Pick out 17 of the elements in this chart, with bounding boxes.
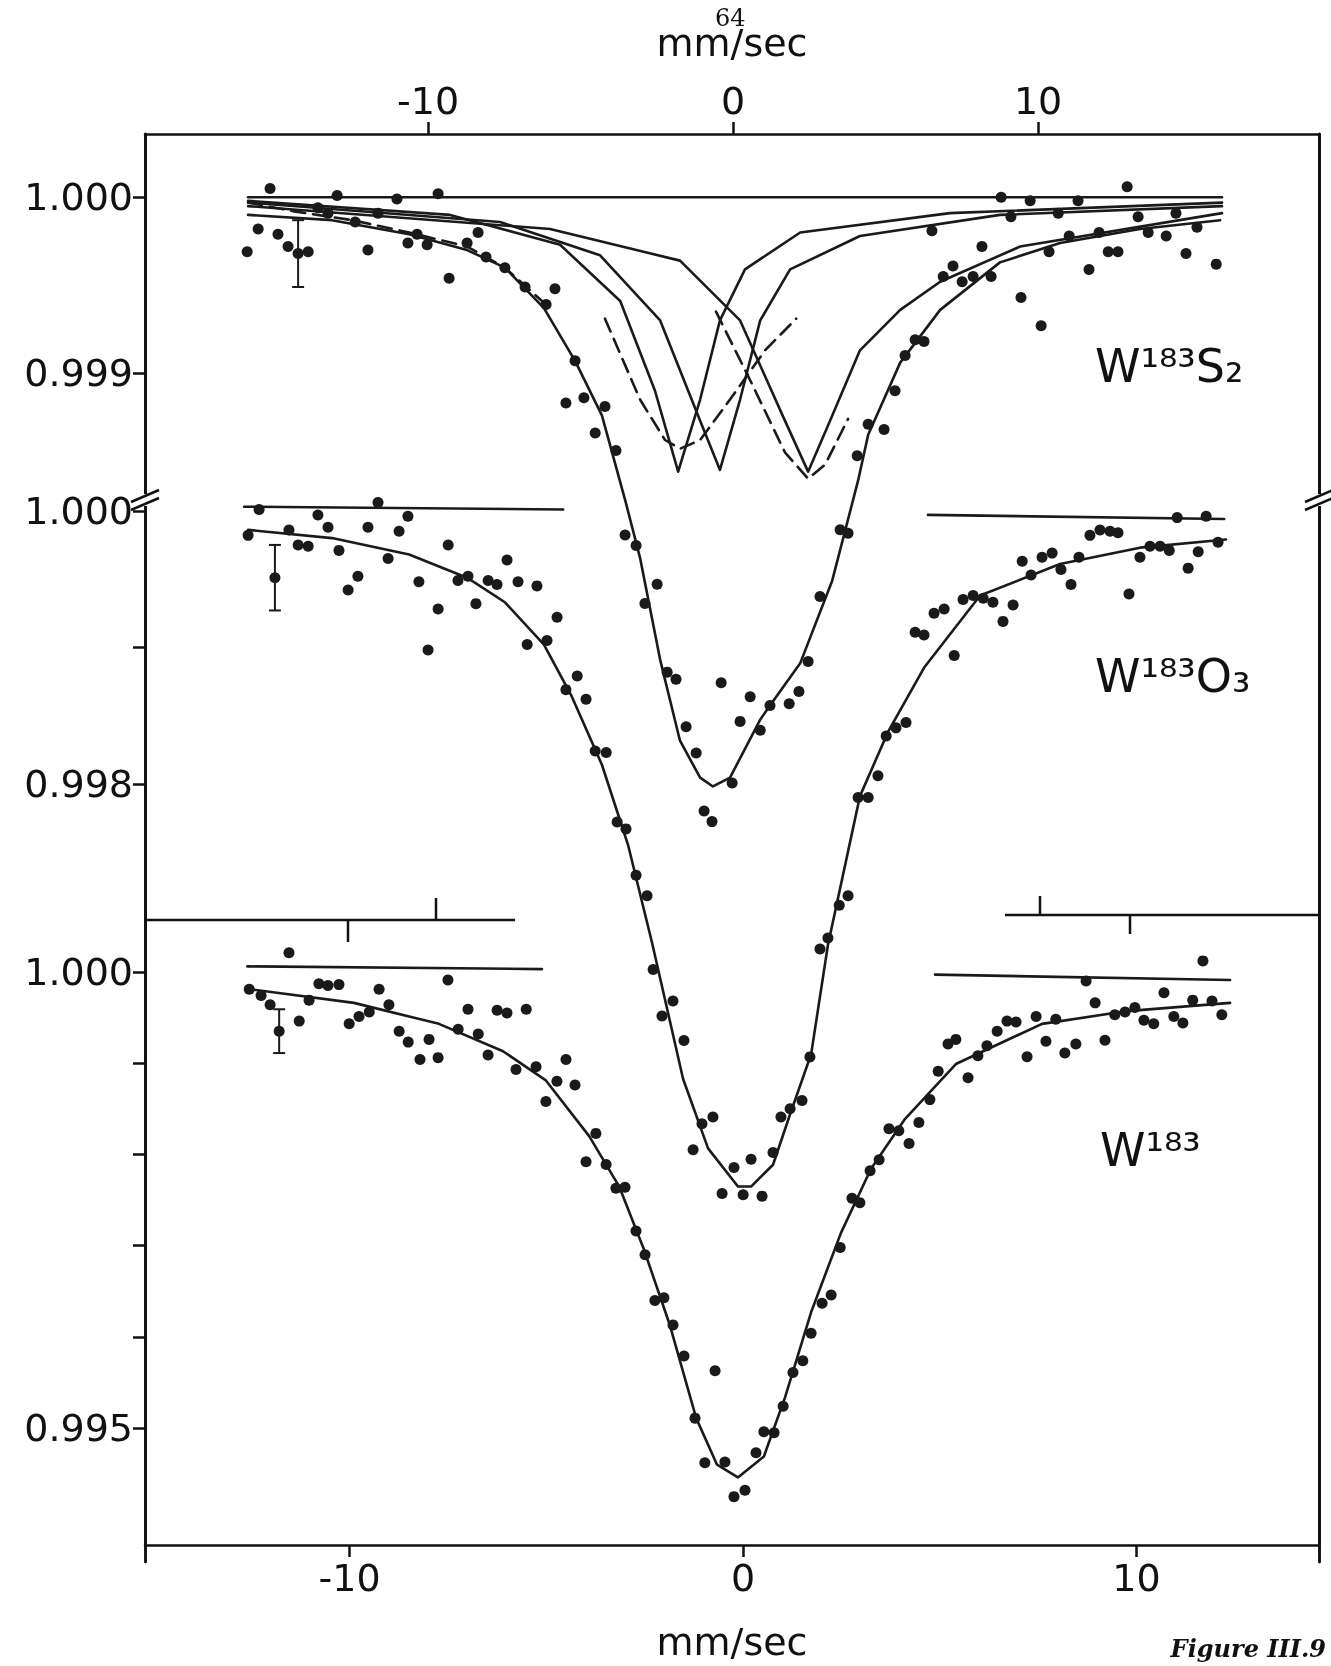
x-tick-label: -10 xyxy=(397,79,460,123)
x-tick-label: 0 xyxy=(730,1556,756,1600)
y-tick-label: 0.999 xyxy=(24,351,133,396)
text: W¹⁸³S₂ xyxy=(1095,339,1244,393)
y-tick-label: 1.000 xyxy=(24,949,133,994)
y-tick-label: 0.998 xyxy=(24,761,133,806)
text: W¹⁸³ xyxy=(1100,1123,1201,1177)
x-tick-label: 10 xyxy=(1013,79,1063,123)
text: W¹⁸³O₃ xyxy=(1095,649,1251,703)
x-tick-label: 10 xyxy=(1112,1556,1161,1600)
y-tick-label: 0.995 xyxy=(24,1406,133,1451)
y-tick-label: 1.000 xyxy=(24,488,133,533)
x-axis-title: mm/sec xyxy=(656,1620,808,1664)
x-tick-label: 0 xyxy=(720,79,746,123)
x-tick-label: -10 xyxy=(318,1556,381,1600)
y-tick-label: 1.000 xyxy=(24,175,133,220)
text: Figure III.9 xyxy=(1169,1633,1327,1663)
